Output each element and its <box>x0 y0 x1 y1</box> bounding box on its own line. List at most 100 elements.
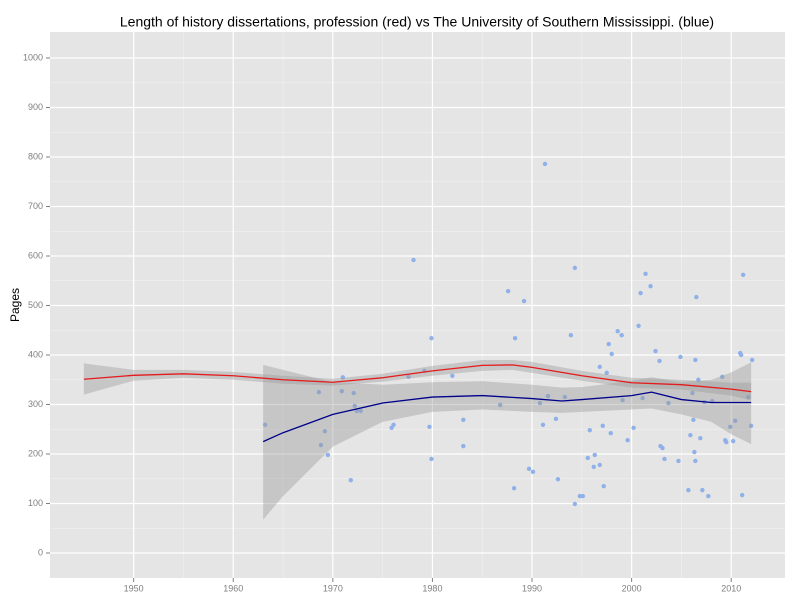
y-tick-label: 600 <box>28 250 43 260</box>
confidence-band <box>263 362 752 520</box>
data-point <box>738 352 744 358</box>
y-tick-label: 1000 <box>23 52 43 62</box>
data-point <box>745 394 751 400</box>
data-point <box>340 375 346 380</box>
data-point <box>262 422 268 427</box>
data-point <box>653 348 658 354</box>
data-point <box>638 290 643 296</box>
data-point <box>640 395 645 401</box>
data-point <box>657 358 662 364</box>
data-point <box>693 458 698 464</box>
y-tick-label: 200 <box>28 448 43 458</box>
y-tick-label: 0 <box>38 547 43 557</box>
data-point <box>694 294 699 300</box>
data-point <box>562 394 568 400</box>
data-point <box>461 417 466 423</box>
y-tick-label: 400 <box>28 349 43 359</box>
data-point <box>749 357 755 363</box>
data-point <box>692 449 697 455</box>
data-point <box>690 390 695 396</box>
data-point <box>600 423 605 428</box>
data-point <box>691 417 696 423</box>
data-point <box>620 397 625 403</box>
x-tick-label: 1980 <box>422 583 442 593</box>
y-tick-label: 100 <box>28 498 43 508</box>
data-point <box>511 485 517 491</box>
data-point <box>686 487 691 493</box>
data-point <box>572 265 578 271</box>
data-point <box>521 298 527 304</box>
data-point <box>351 390 356 396</box>
data-point <box>739 492 745 498</box>
data-point <box>648 283 653 289</box>
data-point <box>512 335 518 341</box>
data-point <box>700 487 705 493</box>
data-point <box>615 329 620 334</box>
data-point <box>724 439 729 445</box>
data-point <box>740 272 746 278</box>
data-point <box>619 332 624 338</box>
data-point <box>339 388 345 394</box>
y-tick-label: 800 <box>28 151 43 161</box>
data-point <box>406 374 411 379</box>
data-point <box>391 422 396 427</box>
data-point <box>348 478 353 483</box>
data-point <box>601 483 606 489</box>
data-point <box>411 257 416 263</box>
data-point <box>604 370 609 376</box>
data-point <box>720 374 725 379</box>
data-point <box>316 389 322 395</box>
data-point <box>545 393 551 399</box>
data-point <box>587 428 592 433</box>
data-point <box>497 402 503 408</box>
data-point <box>318 442 324 448</box>
data-point <box>696 377 701 382</box>
data-point <box>678 354 683 360</box>
data-point <box>591 464 596 470</box>
data-point <box>698 435 703 441</box>
x-tick-label: 1970 <box>323 583 343 593</box>
data-point <box>728 424 733 429</box>
data-point <box>706 493 711 499</box>
data-point <box>429 335 434 341</box>
y-tick-label: 300 <box>28 399 43 409</box>
data-point <box>666 400 671 406</box>
data-point <box>676 458 681 464</box>
data-point <box>597 462 602 468</box>
data-point <box>429 456 434 462</box>
data-point <box>592 452 597 458</box>
data-point <box>505 288 511 294</box>
x-tick-label: 2000 <box>622 583 642 593</box>
data-point <box>427 424 432 429</box>
data-point <box>322 429 328 434</box>
data-point <box>542 161 548 167</box>
x-tick-label: 2010 <box>721 583 741 593</box>
data-point <box>631 425 636 430</box>
data-point <box>609 351 614 357</box>
fit-line <box>83 364 752 393</box>
x-tick-label: 1950 <box>124 583 144 593</box>
data-point <box>731 438 736 444</box>
x-tick-label: 1990 <box>522 583 542 593</box>
chart-title: Length of history dissertations, profess… <box>120 14 714 30</box>
data-point <box>643 271 648 277</box>
y-axis-label: Pages <box>8 288 22 322</box>
x-tick-label: 1960 <box>223 583 243 593</box>
data-point <box>568 332 574 338</box>
data-point <box>597 364 602 370</box>
data-point <box>540 422 546 427</box>
data-point <box>688 432 693 438</box>
data-point <box>537 400 543 406</box>
data-point <box>625 437 630 443</box>
data-point <box>572 501 578 507</box>
data-point <box>585 455 591 461</box>
data-point <box>450 373 455 378</box>
fit-line <box>262 391 752 443</box>
data-point <box>693 357 698 363</box>
data-point <box>526 466 532 472</box>
y-tick-label: 500 <box>28 300 43 310</box>
y-tick-label: 700 <box>28 201 43 211</box>
y-tick-label: 900 <box>28 102 43 112</box>
data-point <box>325 452 331 458</box>
